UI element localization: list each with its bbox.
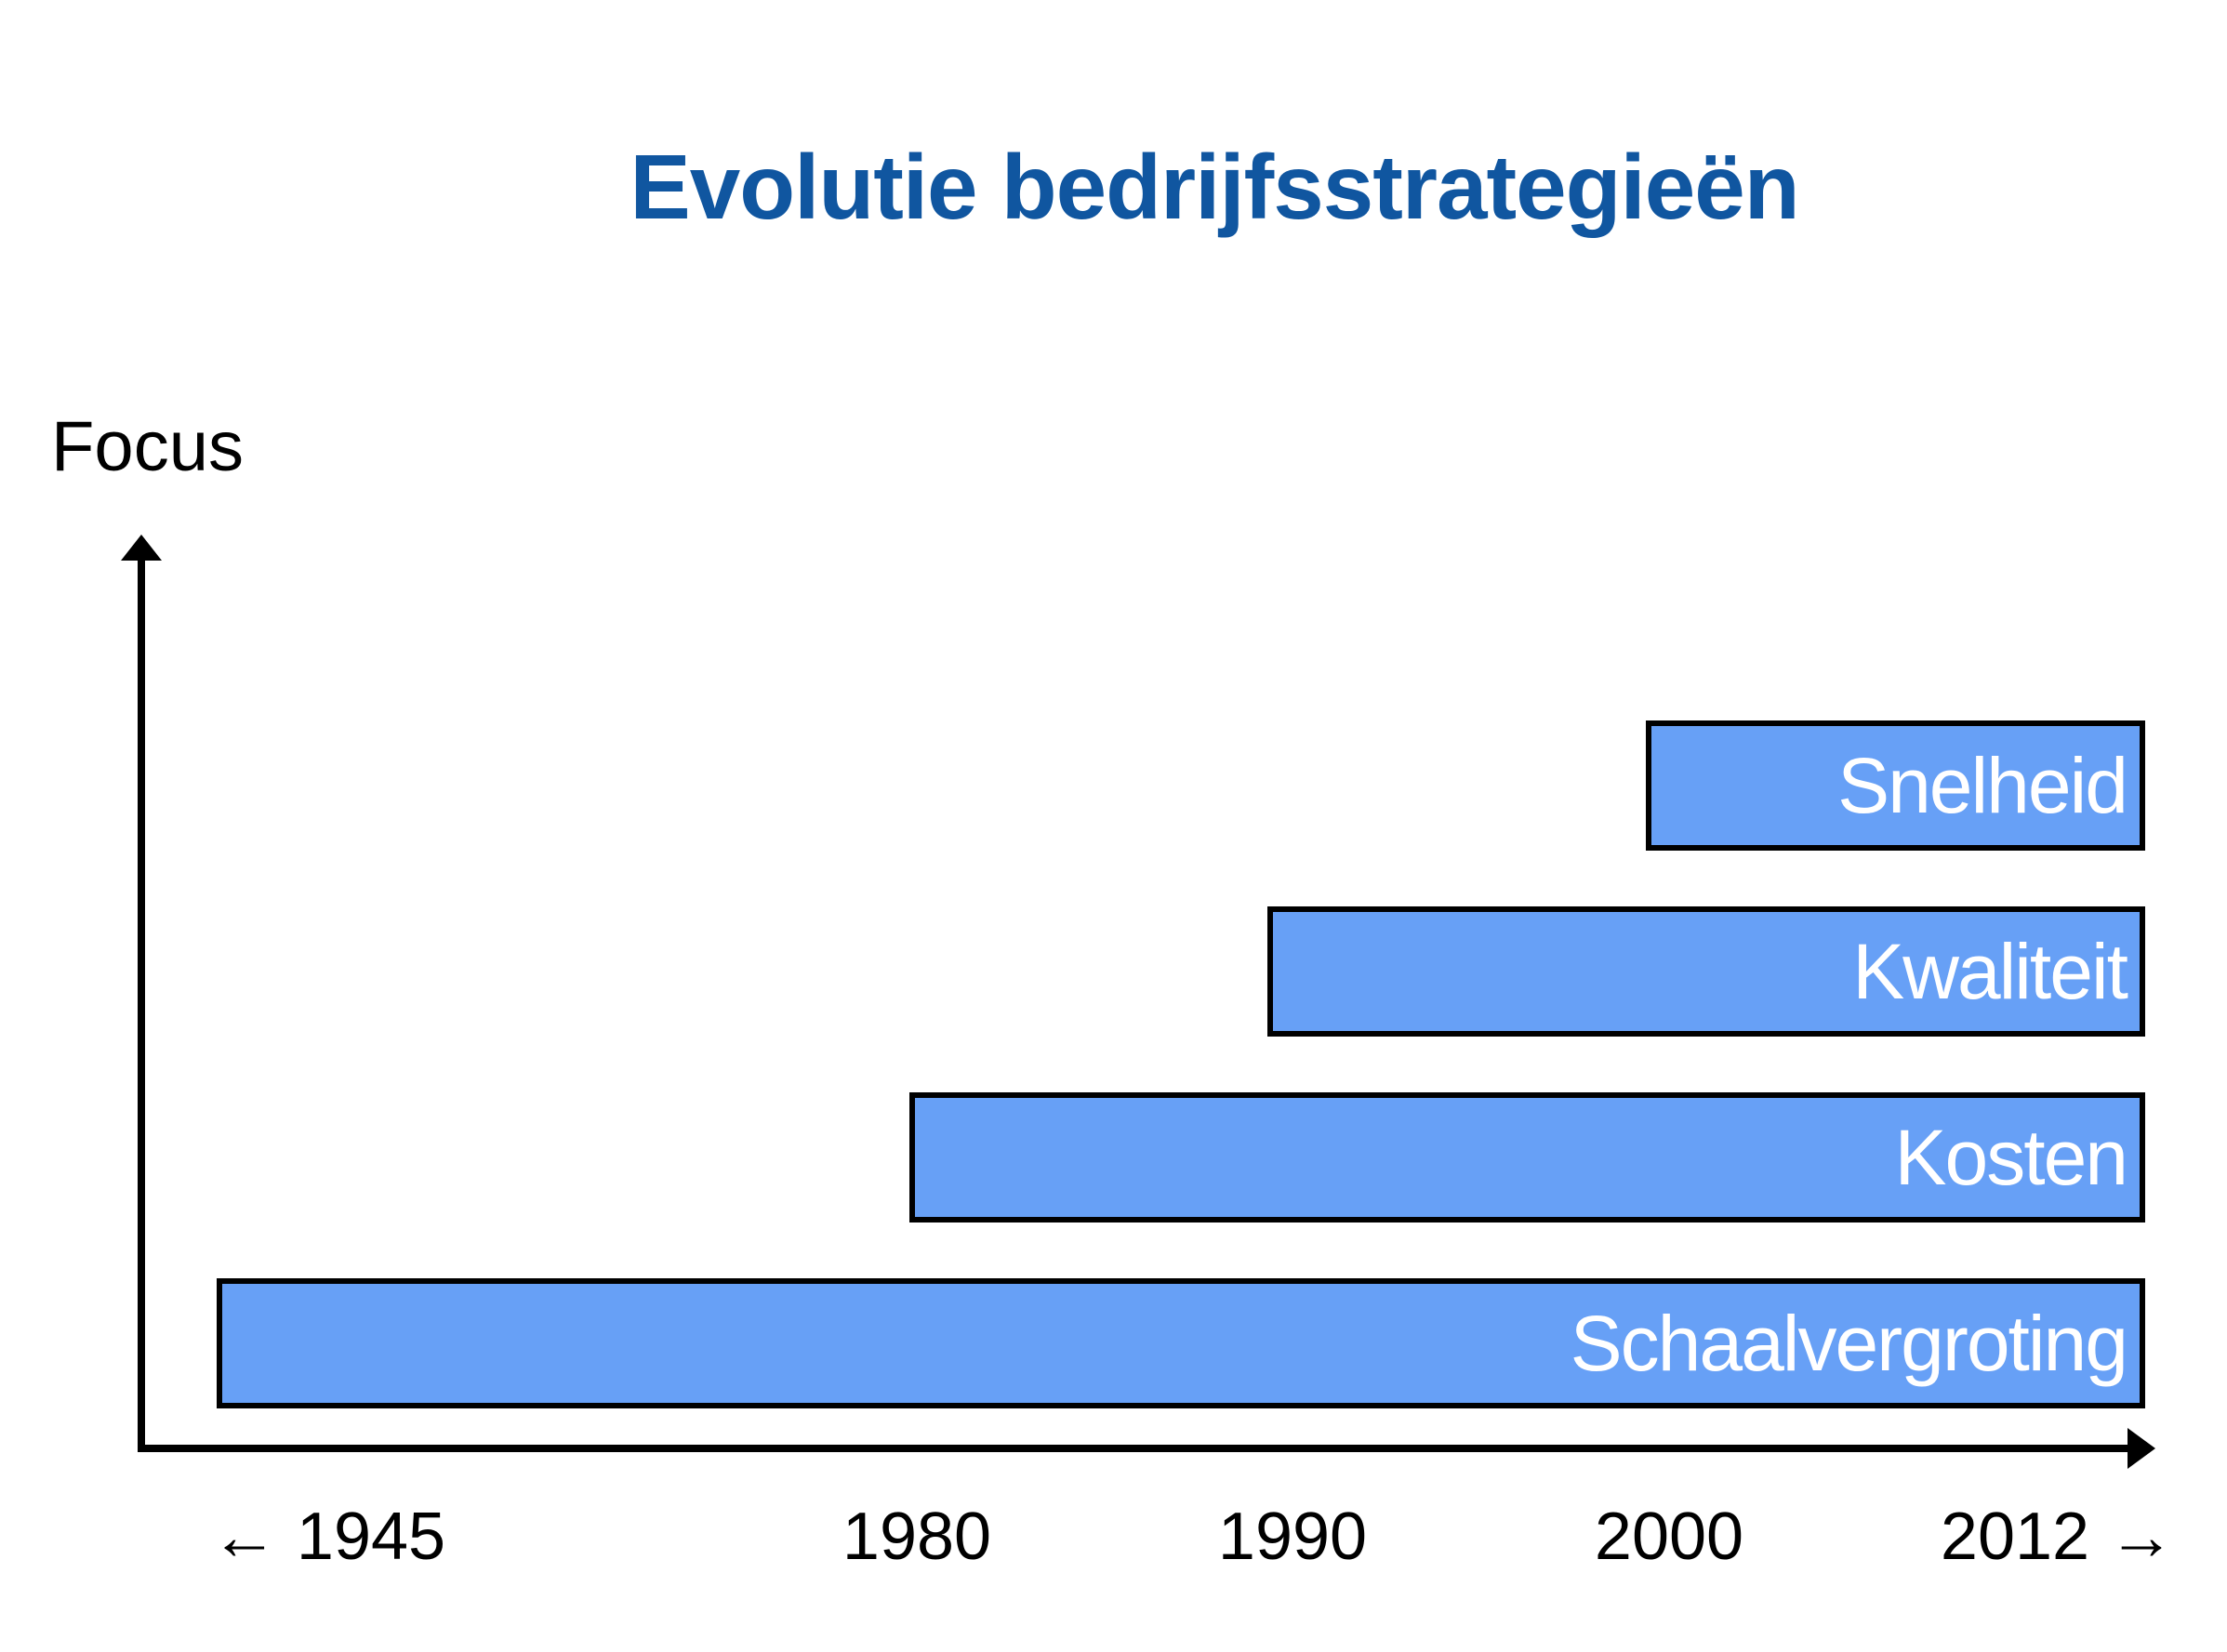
slide-title: Evolutie bedrijfsstrategieën xyxy=(630,136,1799,238)
x-tick-1945: ← 1945 xyxy=(210,1500,446,1574)
bar-label: Kosten xyxy=(1894,1114,2128,1201)
bar-label: Kwaliteit xyxy=(1852,928,2128,1015)
x-tick-1980: 1980 xyxy=(842,1500,992,1574)
x-tick-2012: 2012 → xyxy=(1940,1500,2176,1574)
y-axis-title: Focus xyxy=(51,407,244,486)
timeline-bar-kosten: Kosten xyxy=(909,1092,2145,1222)
timeline-bar-snelheid: Snelheid xyxy=(1646,720,2145,851)
x-tick-1990: 1990 xyxy=(1217,1500,1368,1574)
timeline-bar-schaalvergroting: Schaalvergroting xyxy=(217,1278,2145,1408)
y-axis-line xyxy=(138,556,145,1450)
bar-label: Schaalvergroting xyxy=(1570,1300,2128,1387)
timeline-bar-kwaliteit: Kwaliteit xyxy=(1267,906,2145,1037)
x-axis-line xyxy=(138,1445,2131,1452)
x-tick-2000: 2000 xyxy=(1594,1500,1744,1574)
x-axis-arrow-icon xyxy=(2128,1428,2155,1469)
bar-label: Snelheid xyxy=(1837,742,2128,829)
